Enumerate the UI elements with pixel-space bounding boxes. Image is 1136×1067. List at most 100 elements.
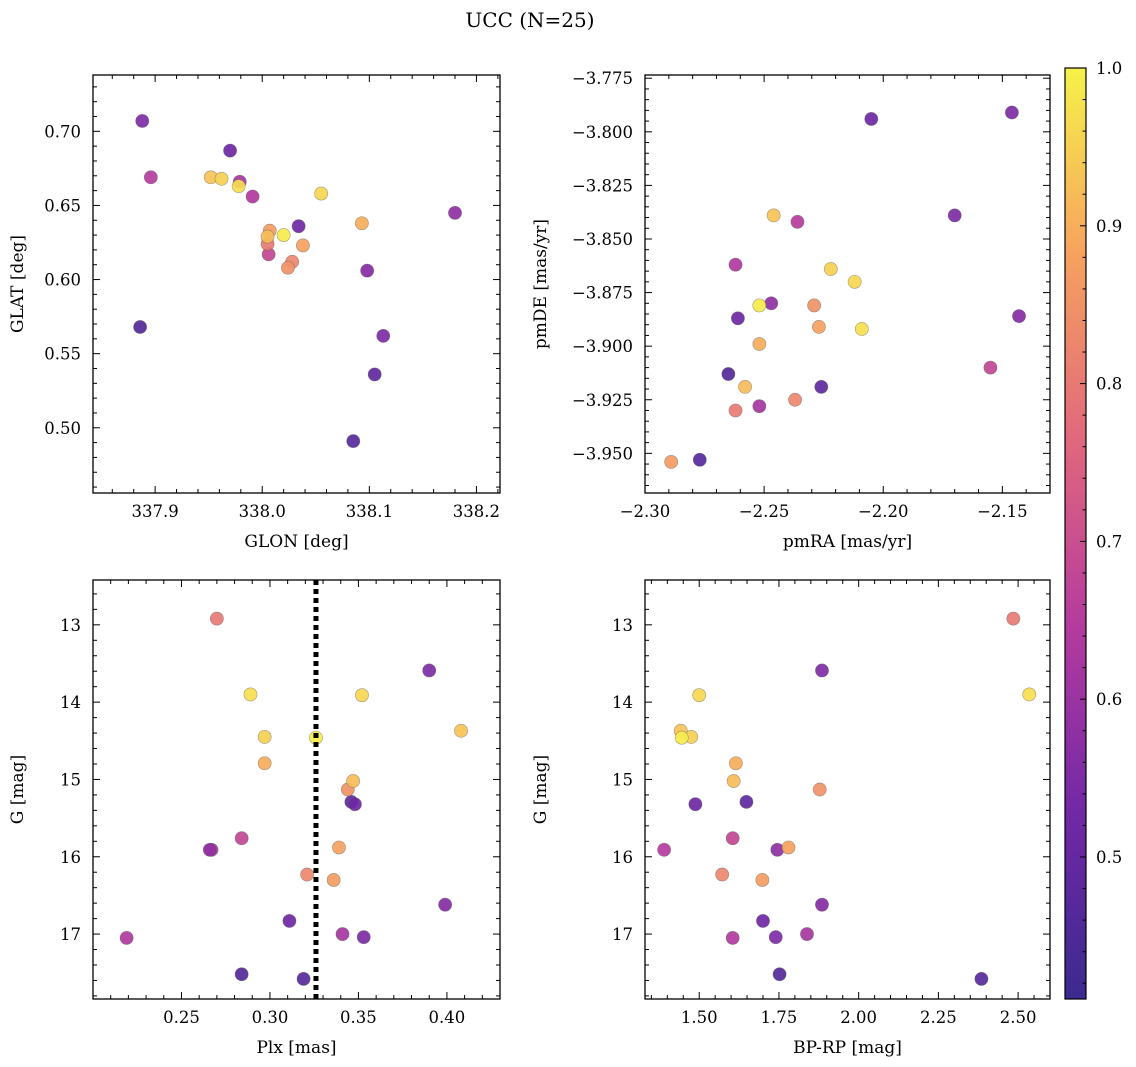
y-tick-label: −3.875 [572, 284, 633, 303]
scatter-point [692, 452, 707, 467]
y-axis-label: G [mag] [8, 755, 28, 824]
scatter-point [812, 319, 826, 334]
scatter-point [231, 179, 246, 194]
scatter-point [346, 434, 361, 449]
scatter-point [257, 730, 272, 744]
scatter-point [234, 831, 249, 846]
scatter-point [814, 379, 829, 394]
x-tick-label: 338.0 [239, 502, 286, 521]
scatter-point [202, 842, 217, 857]
y-tick-label: −3.775 [572, 69, 633, 88]
scatter-point [738, 379, 752, 394]
colorbar-tick-label: 1.0 [1096, 59, 1122, 78]
x-tick-label: −2.30 [620, 502, 671, 521]
x-tick-label: 2.00 [840, 1008, 877, 1027]
scatter-point [1004, 105, 1019, 120]
scatter-point [355, 688, 369, 703]
scatter-point [1022, 687, 1037, 702]
scatter-point [725, 931, 740, 945]
scatter-point [781, 840, 796, 855]
scatter-point [276, 228, 291, 242]
y-tick-label: 16 [612, 848, 633, 867]
colorbar-tick-label: 0.9 [1096, 217, 1122, 236]
x-tick-label: 1.50 [681, 1008, 718, 1027]
scatter-point [974, 972, 989, 986]
scatter-point [214, 171, 229, 186]
scatter-point [728, 257, 743, 272]
y-tick-label: 15 [612, 770, 633, 789]
scatter-point [790, 214, 805, 229]
y-tick-label: 17 [60, 925, 81, 944]
scatter-point [756, 914, 770, 928]
y-tick-label: 14 [612, 693, 633, 712]
panel-4-points [657, 611, 1037, 986]
scatter-point [291, 219, 306, 234]
scatter-point [770, 842, 785, 857]
x-tick-label: 0.30 [252, 1008, 289, 1027]
scatter-point [688, 797, 703, 812]
scatter-point [326, 873, 341, 887]
x-tick-label: 0.35 [340, 1008, 377, 1027]
panel-3-ticks [92, 580, 501, 999]
scatter-point [788, 392, 802, 407]
scatter-point [234, 967, 249, 982]
panel-4-frame [644, 579, 1051, 1000]
scatter-point [300, 867, 315, 882]
scatter-point [812, 782, 827, 797]
scatter-point [657, 842, 672, 857]
scatter-point [347, 797, 362, 812]
x-tick-label: 2.50 [1000, 1008, 1037, 1027]
scatter-point [947, 208, 962, 223]
scatter-point [674, 730, 689, 745]
scatter-point [356, 930, 371, 945]
y-tick-label: −3.925 [572, 391, 633, 410]
scatter-point [367, 367, 382, 382]
scatter-point [243, 687, 258, 702]
panel-1-ticks [93, 75, 500, 493]
scatter-point [815, 897, 829, 912]
y-tick-label: −3.800 [572, 123, 633, 142]
scatter-point [454, 723, 468, 738]
colorbar-tick-label: 0.5 [1096, 848, 1122, 867]
x-tick-label: −2.25 [739, 502, 790, 521]
x-tick-label: 338.2 [453, 502, 500, 521]
y-axis-label: pmDE [mas/yr] [531, 219, 551, 349]
x-tick-label: 2.25 [920, 1008, 957, 1027]
colorbar-gradient [1064, 67, 1087, 1000]
y-tick-label: 0.65 [44, 196, 81, 215]
scatter-point [726, 774, 741, 788]
x-tick-label: 337.9 [131, 502, 178, 521]
x-tick-label: −2.20 [858, 502, 909, 521]
y-tick-label: 13 [612, 616, 633, 635]
x-axis-label: BP-RP [mag] [793, 1038, 902, 1058]
scatter-point [768, 930, 783, 945]
y-axis-label: GLAT [deg] [8, 235, 28, 333]
scatter-point [135, 114, 150, 128]
x-tick-label: −2.15 [977, 502, 1028, 521]
scatter-point [360, 263, 375, 278]
y-tick-label: 0.50 [44, 419, 81, 438]
y-tick-label: −3.900 [572, 337, 633, 356]
panel-1-points [133, 114, 462, 449]
scatter-point [755, 873, 770, 887]
scatter-point [739, 794, 754, 809]
colorbar: 0.5 0.6 0.7 0.8 0.9 1.0 [1064, 59, 1122, 1000]
scatter-point [260, 229, 275, 244]
x-axis-label: GLON [deg] [244, 532, 348, 552]
scatter-point [766, 208, 781, 223]
scatter-point [346, 774, 361, 788]
panel-4: 1.50 1.75 2.00 2.25 2.50 13 14 15 16 17 BP-RP [mag… [531, 579, 1051, 1058]
y-tick-label: 13 [60, 616, 81, 635]
scatter-point [725, 831, 740, 846]
scatter-point [731, 311, 745, 326]
scatter-point [209, 611, 224, 626]
scatter-point [721, 367, 736, 381]
scatter-point [715, 867, 730, 882]
scatter-point [807, 298, 822, 313]
scatter-point [296, 972, 311, 986]
scatter-point [764, 296, 779, 311]
x-tick-label: 0.40 [429, 1008, 466, 1027]
scatter-point [800, 927, 814, 941]
scatter-point [728, 756, 743, 771]
colorbar-tick-label: 0.7 [1096, 532, 1122, 551]
